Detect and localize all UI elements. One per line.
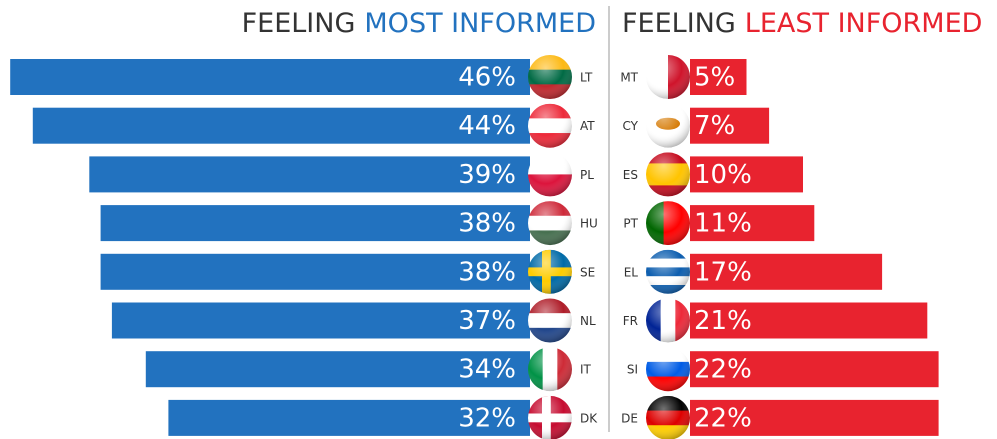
flag-gloss <box>646 347 690 392</box>
flag <box>528 249 572 294</box>
bar <box>690 59 747 95</box>
title-emphasis: MOST INFORMED <box>364 8 596 39</box>
flag-gloss <box>646 249 690 294</box>
country-code: LT <box>580 71 593 85</box>
value-label: 46% <box>458 63 516 93</box>
bar <box>690 156 803 193</box>
flag <box>646 201 690 246</box>
title-emphasis: LEAST INFORMED <box>745 8 983 39</box>
flag <box>646 298 690 343</box>
flag <box>646 395 690 439</box>
bar <box>690 351 939 388</box>
flag-gloss <box>528 298 572 343</box>
flag-gloss <box>528 55 572 99</box>
flag-gloss <box>646 55 690 99</box>
flag <box>528 103 572 148</box>
bar <box>145 351 531 388</box>
flag-gloss <box>646 152 690 197</box>
bar <box>111 302 531 339</box>
value-label: 22% <box>694 403 752 433</box>
left-title: FEELING MOST INFORMED <box>242 8 596 39</box>
flag <box>646 152 690 197</box>
right-title: FEELING LEAST INFORMED <box>622 8 982 39</box>
flag <box>528 55 572 99</box>
flag <box>646 55 690 99</box>
bar <box>690 253 883 290</box>
bar <box>690 107 770 144</box>
flag <box>528 298 572 343</box>
value-label: 39% <box>458 160 516 190</box>
country-code: DK <box>580 411 598 425</box>
bar <box>32 107 531 144</box>
bar <box>168 399 530 436</box>
country-code: NL <box>580 314 596 328</box>
value-label: 37% <box>458 306 516 336</box>
title-lead: FEELING <box>242 8 356 39</box>
value-label: 22% <box>694 355 752 385</box>
value-label: 44% <box>458 111 516 141</box>
country-code: SE <box>580 265 595 279</box>
flag-gloss <box>528 201 572 246</box>
country-code: SI <box>627 363 638 377</box>
flag <box>528 201 572 246</box>
flag-gloss <box>646 201 690 246</box>
flag-gloss <box>646 395 690 439</box>
bar <box>10 59 530 95</box>
flag <box>528 347 572 392</box>
value-label: 5% <box>694 63 735 93</box>
bar <box>89 156 531 193</box>
flag-gloss <box>528 395 572 439</box>
flag <box>528 152 572 197</box>
flag-gloss <box>528 249 572 294</box>
flag-gloss <box>528 347 572 392</box>
flag <box>646 347 690 392</box>
bar <box>100 205 530 242</box>
country-code: PL <box>580 168 594 182</box>
value-label: 21% <box>694 306 752 336</box>
flag-gloss <box>646 103 690 148</box>
value-label: 11% <box>694 209 752 239</box>
flag <box>646 249 690 294</box>
bar <box>690 302 928 339</box>
flag-gloss <box>528 152 572 197</box>
country-code: PT <box>623 217 638 231</box>
flag <box>646 103 690 148</box>
country-code: CY <box>623 119 639 133</box>
value-label: 10% <box>694 160 752 190</box>
country-code: AT <box>580 119 595 133</box>
title-lead: FEELING <box>622 8 736 39</box>
country-code: IT <box>580 363 592 377</box>
value-label: 17% <box>694 257 752 287</box>
country-code: MT <box>620 71 638 85</box>
value-label: 34% <box>458 355 516 385</box>
country-code: DE <box>621 411 638 425</box>
bar <box>690 399 939 436</box>
country-code: ES <box>623 168 638 182</box>
flag-gloss <box>528 103 572 148</box>
value-label: 7% <box>694 111 735 141</box>
country-code: EL <box>624 265 639 279</box>
bar <box>690 205 815 242</box>
value-label: 38% <box>458 209 516 239</box>
value-label: 32% <box>458 403 516 433</box>
value-label: 38% <box>458 257 516 287</box>
country-code: HU <box>580 217 598 231</box>
flag-gloss <box>646 298 690 343</box>
flag <box>528 395 572 439</box>
country-code: FR <box>623 314 638 328</box>
bar <box>100 253 530 290</box>
